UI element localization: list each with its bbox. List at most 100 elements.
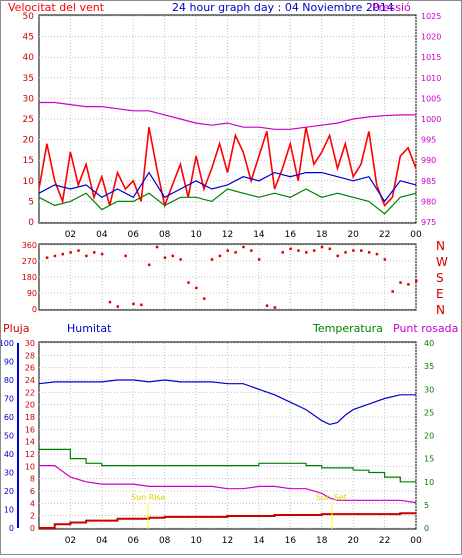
wind-direction-point: [226, 249, 229, 252]
wind-direction-point: [163, 256, 167, 259]
wind-direction-point: [407, 283, 410, 286]
page-title: 24 hour graph day : 04 Noviembre 2014: [172, 1, 394, 14]
wind-ytick-label: 30: [23, 94, 35, 104]
pressure-ytick-label: 990: [421, 156, 436, 165]
wind-direction-point: [234, 251, 237, 254]
wind-direction-point: [367, 251, 371, 254]
rain-ytick-label: 30: [4, 469, 14, 478]
rain-ytick-label: 40: [4, 450, 14, 459]
wind-direction-point: [250, 249, 253, 252]
climate-xtick-label: 00: [410, 536, 422, 546]
wind-ytick-label: 35: [23, 74, 34, 84]
direction-panel-frame: [38, 243, 417, 311]
rain-label: Pluja: [3, 322, 29, 335]
wind-speed-label: Velocitat del vent: [8, 1, 105, 14]
wind-direction-point: [171, 254, 175, 258]
compass-label: N: [436, 239, 445, 253]
climate-xtick-label: 20: [347, 536, 359, 546]
wind-xtick-label: 12: [222, 230, 233, 240]
humidity-ytick-label: 20: [25, 401, 35, 410]
wind-xtick-label: 14: [253, 230, 265, 240]
wind-direction-point: [108, 300, 112, 304]
pressure-ytick-label: 1010: [421, 74, 441, 83]
wind-direction-point: [69, 251, 72, 254]
wind-direction-point: [289, 247, 292, 251]
series-line-wind_speed: [38, 127, 417, 209]
wind-direction-point: [360, 249, 363, 252]
wind-direction-point: [179, 258, 182, 261]
wind-direction-point: [116, 305, 120, 308]
wind-direction-point: [375, 252, 379, 256]
wind-direction-point: [273, 306, 277, 309]
climate-xtick-label: 22: [379, 536, 390, 546]
wind-direction-point: [61, 252, 65, 256]
wind-direction-point: [100, 252, 104, 256]
direction-ytick-label: 360: [22, 241, 37, 250]
chart-series: [38, 101, 418, 529]
humidity-ytick-label: 22: [25, 388, 35, 397]
pressure-ytick-label: 1025: [421, 12, 441, 21]
temperature-ytick-label: 10: [424, 478, 434, 487]
compass-label: S: [436, 271, 444, 285]
wind-ytick-label: 5: [28, 197, 34, 207]
series-line-wind_gust: [38, 188, 417, 215]
wind-ytick-label: 45: [23, 33, 34, 43]
humidity-ytick-label: 6: [30, 487, 35, 496]
wind-direction-point: [352, 249, 355, 252]
pressure-ytick-label: 1000: [421, 115, 441, 124]
humidity-ytick-label: 30: [25, 339, 35, 348]
wind-xtick-label: 02: [65, 230, 76, 240]
direction-ytick-label: 270: [22, 257, 37, 266]
wind-direction-point: [187, 281, 190, 284]
pressure-ytick-label: 980: [421, 197, 436, 206]
wind-direction-point: [132, 302, 135, 306]
temperature-ytick-label: 35: [424, 362, 434, 371]
wind-direction-point: [265, 304, 269, 307]
wind-direction-point: [124, 254, 127, 258]
wind-direction-point: [297, 249, 300, 252]
wind-direction-point: [202, 297, 206, 300]
climate-xtick-label: 02: [65, 536, 76, 546]
climate-xtick-label: 12: [222, 536, 233, 546]
series-line-temperature: [39, 448, 416, 483]
wind-direction-point: [147, 263, 151, 267]
wind-xtick-label: 18: [316, 230, 328, 240]
series-line-wind_avg: [38, 171, 417, 203]
series-line-pressure: [39, 101, 416, 130]
wind-direction-point: [328, 247, 332, 251]
humidity-ytick-label: 14: [25, 438, 35, 447]
temperature-ytick-label: 30: [424, 385, 434, 394]
direction-ytick-label: 180: [22, 273, 37, 282]
pressure-label: Pressió: [372, 1, 411, 14]
pressure-ytick-label: 1005: [421, 94, 441, 103]
humidity-ytick-label: 2: [30, 512, 35, 521]
wind-direction-point: [344, 251, 347, 254]
rain-ytick-label: 100: [1, 339, 14, 348]
climate-xtick-label: 10: [190, 536, 202, 546]
wind-direction-point: [391, 290, 394, 293]
wind-xtick-label: 08: [159, 230, 171, 240]
humidity-ytick-label: 24: [25, 376, 35, 385]
wind-ytick-label: 20: [23, 136, 35, 146]
wind-direction-point: [45, 256, 49, 259]
pressure-ytick-label: 1015: [421, 53, 441, 62]
compass-label: W: [436, 255, 448, 269]
wind-direction-point: [92, 251, 96, 254]
rain-ytick-label: 10: [4, 506, 14, 515]
humidity-label: Humitat: [67, 322, 112, 335]
wind-xtick-label: 06: [128, 230, 140, 240]
wind-direction-point: [399, 281, 402, 284]
rain-ytick-label: 60: [4, 413, 14, 422]
temperature-ytick-label: 15: [424, 455, 434, 464]
humidity-ytick-label: 26: [25, 364, 35, 373]
wind-ytick-label: 10: [23, 177, 35, 187]
temperature-ytick-label: 5: [424, 501, 429, 510]
dewpoint-label: Punt rosada: [393, 322, 458, 335]
wind-xtick-label: 22: [379, 230, 390, 240]
series-line-rain: [39, 512, 416, 529]
wind-xtick-label: 16: [285, 230, 297, 240]
rain-ytick-label: 70: [4, 395, 14, 404]
wind-direction-point: [257, 258, 261, 261]
wind-xtick-label: 04: [96, 230, 108, 240]
humidity-ytick-label: 10: [25, 462, 35, 471]
